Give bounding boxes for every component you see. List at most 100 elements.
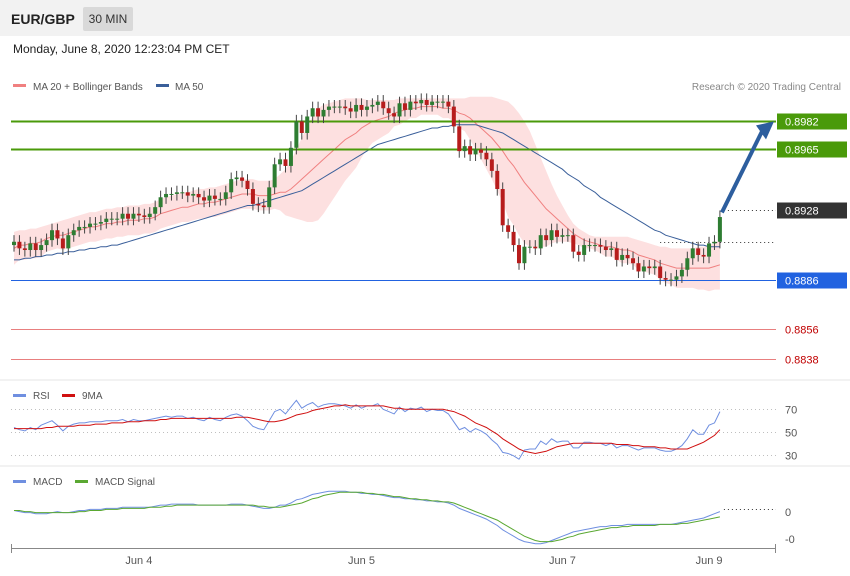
candle-down xyxy=(245,180,250,190)
candle-up xyxy=(685,258,690,270)
candle-down xyxy=(614,248,619,260)
candle-down xyxy=(392,113,397,117)
candle-down xyxy=(625,254,630,259)
candle-down xyxy=(424,100,429,105)
candle-up xyxy=(180,192,185,194)
candle-up xyxy=(435,101,440,103)
candle-up xyxy=(641,266,646,272)
candle-down xyxy=(250,189,255,204)
candle-up xyxy=(321,109,326,117)
candlesticks xyxy=(12,93,722,287)
interval-button[interactable]: 30 MIN xyxy=(83,7,133,31)
candle-up xyxy=(717,217,722,242)
resistance-level-label: 0.8965 xyxy=(785,145,819,157)
rsi-ma-line xyxy=(14,404,721,455)
candle-up xyxy=(288,147,293,166)
candle-down xyxy=(446,101,451,107)
candle-up xyxy=(39,245,44,251)
candle-down xyxy=(126,213,131,219)
candle-up xyxy=(223,192,228,199)
candle-up xyxy=(50,230,55,241)
macd-line xyxy=(13,490,721,545)
candle-down xyxy=(506,225,511,232)
candle-up xyxy=(158,197,163,208)
candle-down xyxy=(663,278,668,280)
last-level-tag xyxy=(777,202,847,219)
resistance-level-label: 0.8982 xyxy=(785,117,819,129)
ma50-legend-swatch xyxy=(156,84,169,87)
candle-down xyxy=(343,106,348,109)
candle-up xyxy=(310,108,315,117)
candle-down xyxy=(185,192,190,196)
candle-up xyxy=(430,101,435,105)
candle-up xyxy=(527,246,532,248)
candle-up xyxy=(408,101,413,110)
candle-down xyxy=(359,104,364,110)
candle-down xyxy=(33,243,38,251)
chart-datetime: Monday, June 8, 2020 12:23:04 PM CET xyxy=(13,42,230,56)
candle-down xyxy=(484,152,489,160)
candle-up xyxy=(88,223,93,227)
candle-up xyxy=(66,235,71,249)
rsi-ma-legend-swatch xyxy=(62,394,75,397)
candle-up xyxy=(549,230,554,241)
candle-up xyxy=(44,240,49,246)
candle-up xyxy=(153,207,158,214)
candle-up xyxy=(267,187,272,208)
candle-down xyxy=(256,203,261,206)
x-axis: Jun 4 Jun 5 Jun 7 Jun 9 xyxy=(11,544,776,567)
macd-tick-label: 0 xyxy=(785,507,791,519)
ma20-legend-label: MA 20 + Bollinger Bands xyxy=(33,82,143,93)
candle-up xyxy=(77,226,82,231)
candle-up xyxy=(669,279,674,281)
candle-up xyxy=(473,149,478,155)
candle-up xyxy=(326,106,331,110)
resistance-level-tag xyxy=(777,113,847,130)
candle-up xyxy=(565,235,570,237)
macd-signal-legend-swatch xyxy=(75,480,88,483)
candle-down xyxy=(636,263,641,272)
candle-up xyxy=(593,245,598,247)
candle-up xyxy=(305,116,310,133)
copyright-text: Research © 2020 Trading Central xyxy=(692,82,841,93)
rsi-line xyxy=(13,399,721,460)
candle-up xyxy=(131,213,136,219)
candle-down xyxy=(402,103,407,110)
candle-up xyxy=(234,177,239,180)
forecast-arrow-head xyxy=(756,121,774,140)
candle-up xyxy=(620,254,625,260)
candle-up xyxy=(294,121,299,148)
candle-up xyxy=(120,213,125,219)
candle-down xyxy=(647,266,652,269)
candle-down xyxy=(571,235,576,252)
candle-down xyxy=(500,189,505,226)
rsi-tick-label: 30 xyxy=(785,451,797,463)
bollinger-band-area xyxy=(14,96,720,292)
macd-panel: 0 -0 xyxy=(13,490,795,546)
rsi-legend-label: RSI xyxy=(33,391,50,402)
candle-down xyxy=(55,230,60,239)
macd-signal-legend-label: MACD Signal xyxy=(95,477,155,488)
candle-down xyxy=(142,215,147,218)
rsi-legend-swatch xyxy=(13,394,26,397)
candle-down xyxy=(631,258,636,264)
symbol-title: EUR/GBP xyxy=(11,11,75,27)
candle-down xyxy=(603,246,608,251)
pivot-level-tag xyxy=(777,272,847,289)
candle-up xyxy=(71,230,76,236)
candle-up xyxy=(397,103,402,117)
candle-down xyxy=(598,245,603,247)
candle-down xyxy=(533,246,538,249)
candle-up xyxy=(109,218,114,220)
candle-up xyxy=(522,246,527,264)
candle-down xyxy=(576,251,581,255)
candle-up xyxy=(354,104,359,112)
candle-down xyxy=(701,254,706,257)
candle-up xyxy=(191,193,196,196)
candle-down xyxy=(544,235,549,241)
candle-down xyxy=(451,106,456,127)
candle-down xyxy=(381,101,386,109)
candle-down xyxy=(212,195,217,199)
rsi-tick-label: 50 xyxy=(785,428,797,440)
ma50-legend-label: MA 50 xyxy=(175,82,204,93)
